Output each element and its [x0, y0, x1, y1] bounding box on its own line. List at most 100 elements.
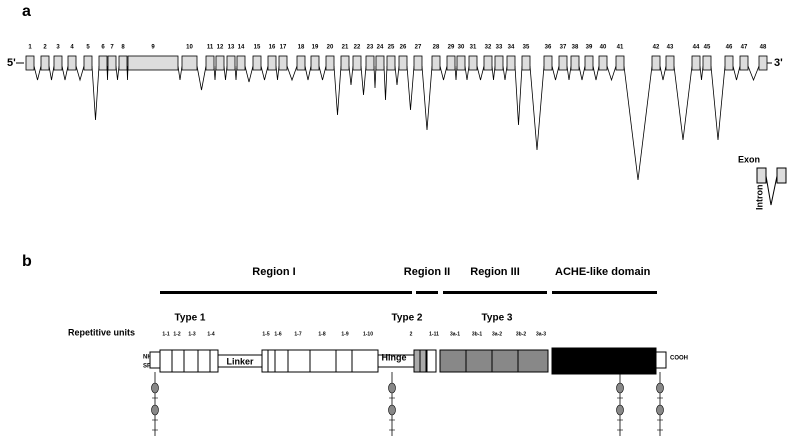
exon-number: 8: [121, 45, 125, 51]
intron: [454, 65, 458, 81]
unit-label: 1-1: [162, 331, 169, 337]
type-label: Type 3: [482, 313, 513, 324]
intron: [529, 65, 545, 151]
exon-number: 42: [653, 45, 660, 51]
intron: [394, 65, 400, 86]
unit-label: 1-10: [363, 331, 373, 337]
intron: [234, 65, 238, 81]
exon: [215, 55, 225, 71]
exon: [325, 55, 335, 71]
signal-peptide: SP: [143, 364, 151, 370]
intron: [91, 65, 100, 121]
intron: [75, 65, 85, 82]
intron: [464, 65, 470, 81]
exon: [431, 55, 441, 71]
unit-label: 1-4: [207, 331, 214, 337]
region-bar: [416, 291, 438, 294]
intron: [383, 65, 388, 101]
intron: [260, 65, 269, 81]
intron: [318, 65, 327, 81]
five-prime: 5': [7, 57, 16, 69]
exon-number: 29: [448, 45, 455, 51]
exon: [340, 55, 350, 71]
linker-label: Linker: [226, 356, 254, 366]
unit-box: [426, 349, 437, 373]
exon-number: 3: [56, 45, 60, 51]
exon-number: 6: [101, 45, 105, 51]
legend-exon: Exon: [738, 154, 760, 164]
glycan: [151, 382, 159, 394]
exon-number: 18: [298, 45, 305, 51]
region-label: Region III: [470, 266, 520, 278]
type3-block: [439, 349, 549, 373]
exon: [386, 55, 396, 71]
exon: [296, 55, 306, 71]
exon-number: 30: [458, 45, 465, 51]
intron: [275, 65, 280, 81]
exon-number: 38: [572, 45, 579, 51]
exon: [236, 55, 246, 71]
intron: [551, 65, 560, 81]
exon: [398, 55, 408, 71]
intron: [286, 65, 298, 82]
exon-number: 39: [586, 45, 593, 51]
intron: [61, 65, 69, 81]
unit-label: 1-9: [341, 331, 348, 337]
unit-label: 1-11: [429, 331, 439, 337]
exon: [413, 55, 423, 71]
exon: [456, 55, 466, 71]
unit-label: 3a-1: [450, 331, 460, 337]
c-term-box: [655, 351, 667, 369]
exon-number: 16: [269, 45, 276, 51]
exon-number: 20: [327, 45, 334, 51]
exon: [352, 55, 362, 71]
exon: [558, 55, 568, 71]
intron: [223, 65, 228, 81]
exon-number: 25: [388, 45, 395, 51]
intron: [333, 65, 342, 116]
type-label: Type 1: [175, 313, 206, 324]
exon-number: 27: [415, 45, 422, 51]
type2-block: [419, 349, 427, 373]
intron: [566, 65, 572, 81]
intron: [406, 65, 415, 111]
region-label: ACHE-like domain: [555, 266, 651, 278]
exon: [252, 55, 262, 71]
exon-number: 33: [496, 45, 503, 51]
exon-number: 44: [693, 45, 700, 51]
exon-number: 28: [433, 45, 440, 51]
intron: [115, 65, 120, 81]
exon-number: 46: [726, 45, 733, 51]
intron: [578, 65, 586, 81]
intron: [126, 65, 129, 81]
exon-number: 24: [377, 45, 384, 51]
glycan: [656, 404, 664, 416]
exon-number: 13: [228, 45, 235, 51]
exon: [267, 55, 277, 71]
exon: [468, 55, 478, 71]
exon: [25, 55, 35, 71]
intron: [502, 65, 508, 81]
exon-number: 32: [485, 45, 492, 51]
exon: [615, 55, 625, 71]
type1-block: [159, 349, 219, 373]
exon-number: 10: [186, 45, 193, 51]
exon-number: 34: [508, 45, 515, 51]
exon: [365, 55, 375, 71]
exon: [521, 55, 531, 71]
intron: [606, 65, 617, 82]
intron: [659, 65, 667, 81]
exon-number: 11: [207, 45, 214, 51]
exon-number: 36: [545, 45, 552, 51]
legend-intron-line: [765, 175, 778, 206]
intron: [699, 65, 704, 81]
exon-number: 43: [667, 45, 674, 51]
exon: [651, 55, 661, 71]
glycan: [616, 404, 624, 416]
intron: [348, 65, 354, 86]
intron: [491, 65, 496, 81]
region-label: Region II: [404, 266, 450, 278]
legend-intron: Intron: [754, 185, 764, 211]
type-label: Type 2: [392, 313, 423, 324]
